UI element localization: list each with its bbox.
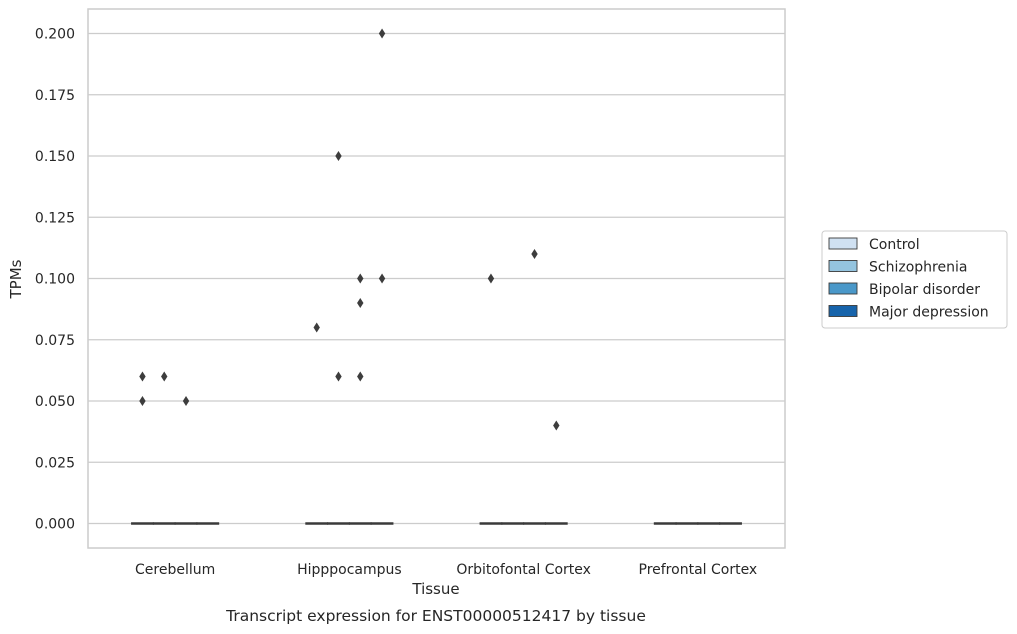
outlier-point bbox=[161, 371, 168, 382]
outlier-point bbox=[335, 371, 342, 382]
y-tick-label: 0.000 bbox=[35, 517, 75, 533]
y-tick-label: 0.075 bbox=[35, 333, 75, 349]
legend-label: Control bbox=[869, 237, 920, 253]
x-axis-label: Tissue bbox=[411, 580, 459, 598]
outlier-point bbox=[357, 371, 364, 382]
outlier-point bbox=[378, 28, 386, 39]
outlier-point bbox=[139, 371, 146, 382]
legend: Control Schizophrenia Bipolar disorder Majo… bbox=[821, 230, 1008, 329]
outlier-point bbox=[553, 420, 560, 431]
x-tick-label: Hipppocampus bbox=[297, 562, 402, 578]
y-tick-label: 0.125 bbox=[35, 210, 75, 226]
chart-caption: Transcript expression for ENST0000051241… bbox=[225, 607, 646, 625]
y-axis-ticks: 0.000 0.025 0.050 0.075 0.100 0.125 0.150 0.175… bbox=[35, 27, 75, 533]
x-tick-label: Prefrontal Cortex bbox=[639, 562, 758, 578]
legend-label: Bipolar disorder bbox=[869, 282, 980, 298]
outlier-point bbox=[357, 273, 364, 284]
legend-label: Schizophrenia bbox=[869, 260, 967, 276]
legend-swatch bbox=[828, 260, 858, 272]
y-axis-label: TPMs bbox=[7, 259, 25, 299]
legend-frame bbox=[821, 230, 1008, 329]
plot-area-frame bbox=[87, 8, 786, 549]
y-tick-label: 0.025 bbox=[35, 455, 75, 471]
outlier-point bbox=[182, 396, 190, 406]
outlier-point bbox=[531, 249, 538, 259]
x-tick-label: Cerebellum bbox=[135, 562, 215, 578]
legend-label: Major depression bbox=[869, 305, 989, 321]
outlier-point bbox=[357, 298, 364, 308]
x-tick-label: Orbitofontal Cortex bbox=[456, 562, 591, 578]
y-tick-label: 0.175 bbox=[35, 88, 75, 104]
legend-swatch bbox=[828, 282, 858, 295]
y-tick-label: 0.100 bbox=[35, 272, 75, 288]
gridlines bbox=[88, 32, 785, 525]
boxes bbox=[131, 522, 742, 525]
outlier-point bbox=[139, 396, 146, 406]
outlier-point bbox=[487, 273, 495, 284]
legend-swatch bbox=[828, 237, 858, 250]
y-tick-label: 0.050 bbox=[35, 394, 75, 410]
y-tick-label: 0.150 bbox=[35, 149, 75, 165]
x-axis-ticks: Cerebellum Hipppocampus Orbitofontal Corte… bbox=[135, 562, 757, 578]
outlier-point bbox=[313, 322, 320, 333]
outlier-point bbox=[335, 151, 342, 161]
outlier-points bbox=[139, 28, 560, 431]
legend-swatch bbox=[828, 305, 858, 317]
y-tick-label: 0.200 bbox=[35, 27, 75, 43]
outlier-point bbox=[378, 273, 386, 284]
